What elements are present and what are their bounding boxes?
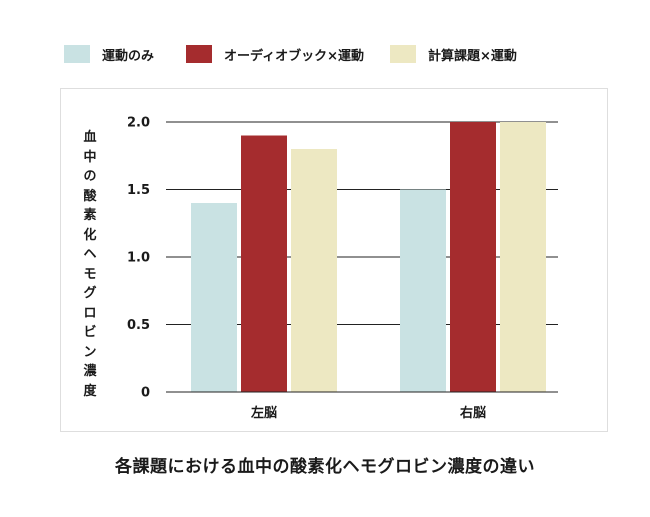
legend-swatch-calculation-exercise xyxy=(390,45,416,63)
y-tick-label: 0 xyxy=(141,386,150,401)
bar xyxy=(500,122,546,392)
legend-item-calculation-exercise: 計算課題×運動 xyxy=(390,42,517,66)
legend-label: オーディオブック×運動 xyxy=(224,48,364,64)
bar xyxy=(191,203,237,392)
x-tick-label: 左脳 xyxy=(251,405,277,421)
y-tick-label: 1.5 xyxy=(127,183,150,198)
y-axis-label: 血中の酸素化ヘモグロビン濃度 xyxy=(83,130,97,399)
bar xyxy=(291,149,337,392)
legend: 運動のみ オーディオブック×運動 計算課題×運動 xyxy=(0,42,650,66)
bar xyxy=(400,189,446,392)
bar xyxy=(450,122,496,392)
legend-label: 計算課題×運動 xyxy=(428,48,517,64)
x-tick-label: 右脳 xyxy=(459,405,486,421)
y-tick-label: 2.0 xyxy=(127,116,150,131)
legend-label: 運動のみ xyxy=(102,48,155,64)
legend-swatch-audiobook-exercise xyxy=(186,45,212,63)
y-tick-label: 1.0 xyxy=(127,251,150,266)
legend-item-exercise-only: 運動のみ xyxy=(64,42,154,66)
y-tick-label: 0.5 xyxy=(127,318,150,333)
legend-swatch-exercise-only xyxy=(64,45,90,63)
bar xyxy=(241,135,287,392)
chart-title: 各課題における血中の酸素化ヘモグロビン濃度の違い xyxy=(115,457,535,477)
legend-item-audiobook-exercise: オーディオブック×運動 xyxy=(186,42,364,66)
